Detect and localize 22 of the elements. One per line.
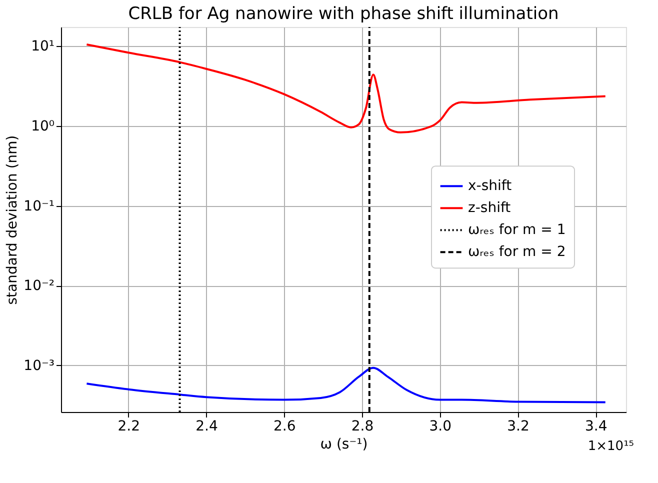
- legend-label: z-shift: [468, 200, 512, 216]
- line-series: [86, 44, 606, 134]
- y-axis-title: standard deviation (nm): [4, 135, 21, 305]
- legend-label: x-shift: [468, 178, 512, 194]
- y-tick-label: 10⁻²: [24, 278, 54, 294]
- x-tick-label: 2.6: [273, 418, 296, 434]
- y-tick-label: 10¹: [31, 38, 54, 55]
- x-tick-label: 2.4: [196, 418, 218, 434]
- text: 1×10¹⁵: [588, 439, 634, 454]
- x-tick-label: 3.2: [507, 418, 530, 434]
- line-series: [86, 366, 606, 404]
- legend-label: ωᵣₑₛ for m = 2: [468, 244, 566, 260]
- y-tick-label: 10⁻¹: [24, 198, 54, 214]
- chart-title: CRLB for Ag nanowire with phase shift illumination: [128, 4, 559, 24]
- x-tick-label: 2.8: [351, 418, 374, 434]
- x-tick-label: 2.2: [118, 418, 140, 434]
- x-tick-label: 3.4: [584, 418, 608, 434]
- x-axis-title: ω (s⁻¹): [320, 436, 368, 452]
- legend-label: ωᵣₑₛ for m = 1: [468, 222, 566, 238]
- y-tick-label: 10⁻³: [24, 358, 54, 374]
- x-tick-label: 3.0: [429, 418, 452, 434]
- y-tick-label: 10⁰: [31, 118, 55, 134]
